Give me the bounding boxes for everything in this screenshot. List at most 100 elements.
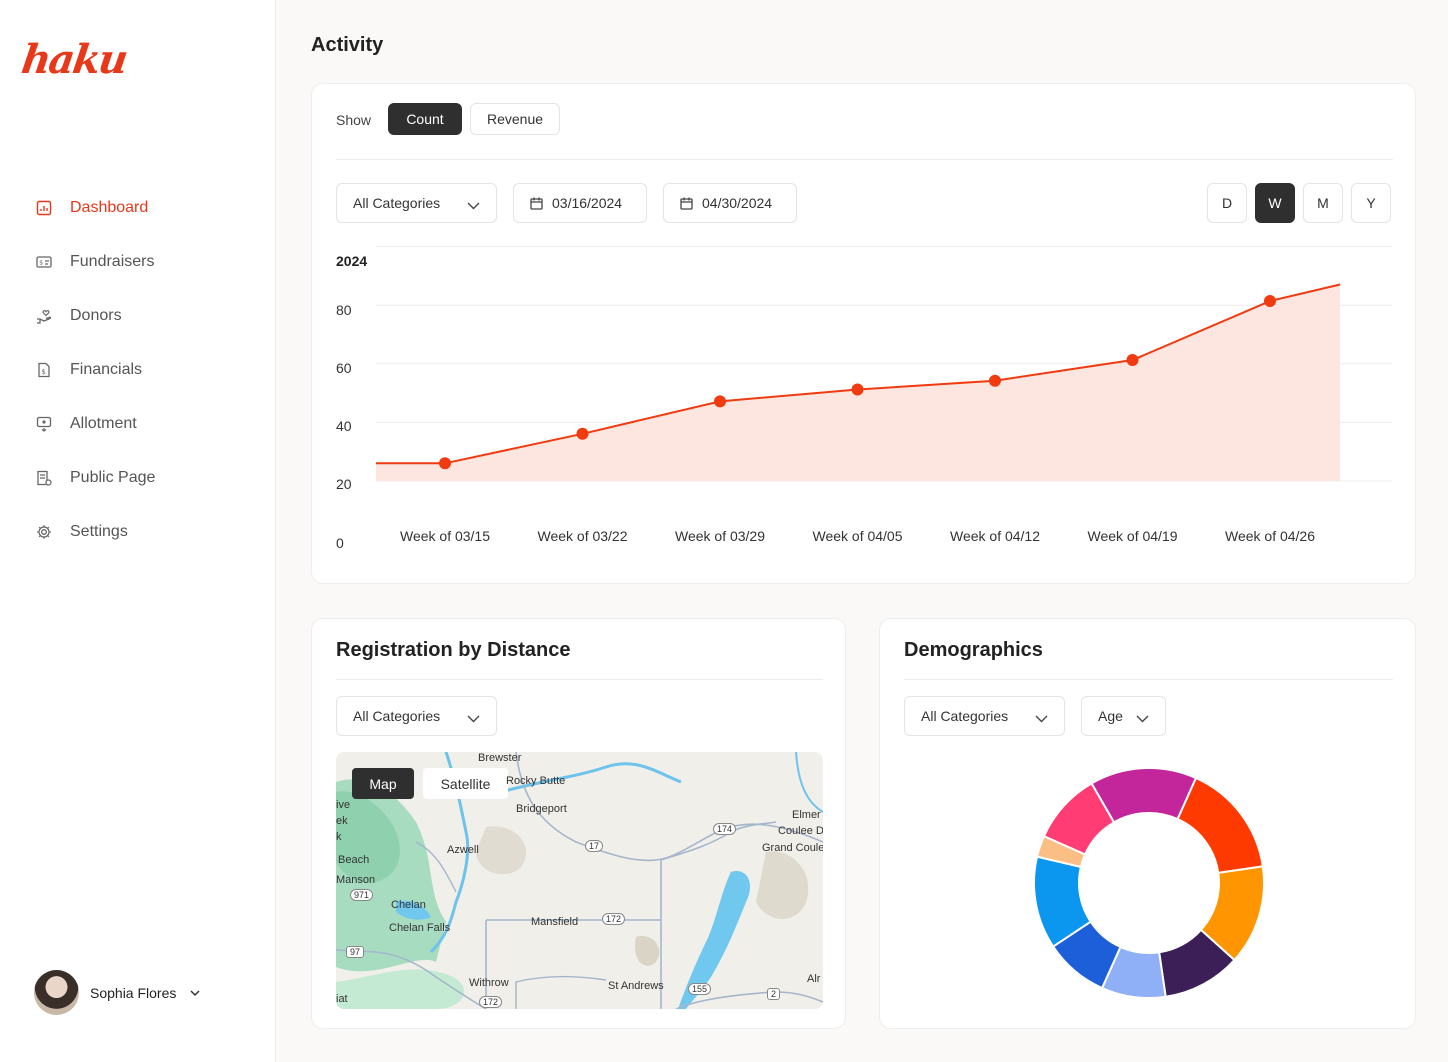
map-place-label: k <box>336 831 342 843</box>
route-shield: 17 <box>585 840 604 852</box>
y-tick-label: 80 <box>336 302 352 318</box>
sidebar-item-label: Public Page <box>70 469 156 486</box>
allotment-icon <box>35 415 53 433</box>
user-name: Sophia Flores <box>90 984 177 1001</box>
start-date-picker[interactable]: 03/16/2024 <box>513 183 647 223</box>
category-select-value: All Categories <box>921 708 1009 724</box>
svg-text:$: $ <box>41 368 45 376</box>
activity-chart: 2024 0 20 40 60 80 Week of 03/15 Week of 03/22 W… <box>336 246 1392 551</box>
satellite-view-button[interactable]: Satellite <box>423 768 508 799</box>
map-place-label: Beach <box>338 854 370 866</box>
y-tick-label: 60 <box>336 360 352 376</box>
category-select-value: All Categories <box>353 195 441 211</box>
data-point[interactable] <box>1264 295 1276 308</box>
avatar[interactable] <box>34 970 79 1015</box>
data-point[interactable] <box>576 427 589 440</box>
fundraiser-icon: $ <box>35 253 53 271</box>
sidebar-item-label: Donors <box>70 307 122 324</box>
revenue-toggle-button[interactable]: Revenue <box>470 103 560 135</box>
dimension-select-value: Age <box>1098 708 1123 724</box>
sidebar-item-label: Dashboard <box>70 199 149 216</box>
sidebar-item-public-page[interactable]: Public Page <box>0 451 275 505</box>
period-day-button[interactable]: D <box>1207 183 1247 223</box>
map-place-label: Chelan Falls <box>389 922 451 934</box>
data-point[interactable] <box>851 383 864 396</box>
period-week-button[interactable]: W <box>1255 183 1295 223</box>
y-tick-label: 0 <box>336 535 344 551</box>
category-select-value: All Categories <box>353 708 441 724</box>
route-shield: 2 <box>767 988 781 1000</box>
map-place-label: ek <box>336 815 348 827</box>
map-place-label: St Andrews <box>608 980 664 992</box>
sidebar-item-donors[interactable]: Donors <box>0 289 275 343</box>
data-point[interactable] <box>439 457 451 470</box>
demographics-category-select[interactable]: All Categories <box>904 696 1065 736</box>
registration-category-select[interactable]: All Categories <box>336 696 497 736</box>
show-label: Show <box>336 112 372 128</box>
sidebar-item-financials[interactable]: $ Financials <box>0 343 275 397</box>
sidebar-item-allotment[interactable]: Allotment <box>0 397 275 451</box>
chevron-down-icon[interactable] <box>190 984 200 1002</box>
demographics-card: Demographics All Categories Age <box>879 618 1416 1029</box>
sidebar-nav: Dashboard $ Fundraisers Donors $ Financi… <box>0 181 275 559</box>
start-date-value: 03/16/2024 <box>552 195 623 211</box>
chart-icon <box>35 199 53 217</box>
chevron-down-icon <box>467 197 480 213</box>
page-title: Activity <box>311 34 384 56</box>
map-place-label: Withrow <box>469 977 509 989</box>
map-view-button[interactable]: Map <box>352 768 414 799</box>
route-shield: 174 <box>713 823 737 835</box>
route-shield: 155 <box>688 983 712 995</box>
activity-card: Show Count Revenue All Categories 03/16/… <box>311 83 1416 584</box>
chevron-down-icon <box>1136 710 1149 726</box>
calendar-icon <box>680 197 693 210</box>
donut-slice[interactable] <box>1090 767 1198 824</box>
sidebar-item-label: Settings <box>70 523 128 540</box>
sidebar-item-settings[interactable]: Settings <box>0 505 275 559</box>
map-canvas <box>336 752 823 1009</box>
chart-title: 2024 <box>336 253 367 269</box>
sidebar-item-dashboard[interactable]: Dashboard <box>0 181 275 235</box>
haku-logo[interactable]: haku <box>18 36 130 83</box>
user-menu[interactable]: Sophia Flores <box>34 970 200 1015</box>
divider <box>904 679 1393 680</box>
map-place-label: Rocky Butte <box>506 775 566 787</box>
map-place-label: Alr <box>807 973 821 985</box>
x-tick-label: Week of 03/29 <box>675 528 765 544</box>
data-point[interactable] <box>989 374 1001 387</box>
x-tick-label: Week of 03/15 <box>400 528 490 544</box>
category-select[interactable]: All Categories <box>336 183 497 223</box>
map-place-label: ive <box>336 799 351 811</box>
map-place-label: Coulee D <box>778 825 823 837</box>
gear-icon <box>35 523 53 541</box>
map-place-label: iat <box>336 993 348 1005</box>
chevron-down-icon <box>1035 710 1048 726</box>
sidebar-item-fundraisers[interactable]: $ Fundraisers <box>0 235 275 289</box>
period-year-button[interactable]: Y <box>1351 183 1391 223</box>
divider <box>336 679 823 680</box>
data-point[interactable] <box>714 395 726 408</box>
demographics-title: Demographics <box>904 639 1043 661</box>
x-tick-label: Week of 04/19 <box>1087 528 1177 544</box>
map-place-label: Manson <box>336 874 376 886</box>
chevron-down-icon <box>467 710 480 726</box>
x-tick-label: Week of 04/05 <box>812 528 902 544</box>
sidebar: haku Dashboard $ Fundraisers Donors $ Fi… <box>0 0 276 1062</box>
map-place-label: Chelan <box>391 899 426 911</box>
end-date-value: 04/30/2024 <box>702 195 773 211</box>
demographics-dimension-select[interactable]: Age <box>1081 696 1166 736</box>
sidebar-item-label: Fundraisers <box>70 253 155 270</box>
x-tick-label: Week of 04/26 <box>1225 528 1315 544</box>
demographics-donut-chart <box>1033 767 1265 999</box>
count-toggle-button[interactable]: Count <box>388 103 462 135</box>
y-tick-label: 40 <box>336 418 352 434</box>
map-place-label: Brewster <box>478 752 522 764</box>
map-place-label: Grand Coule <box>762 842 823 854</box>
registration-map[interactable]: Map Satellite Brewster Rocky Butte Bridg… <box>336 752 823 1009</box>
svg-text:$: $ <box>39 260 43 267</box>
calendar-icon <box>530 197 543 210</box>
period-month-button[interactable]: M <box>1303 183 1343 223</box>
map-place-label: Bridgeport <box>516 803 567 815</box>
end-date-picker[interactable]: 04/30/2024 <box>663 183 797 223</box>
data-point[interactable] <box>1126 354 1139 367</box>
